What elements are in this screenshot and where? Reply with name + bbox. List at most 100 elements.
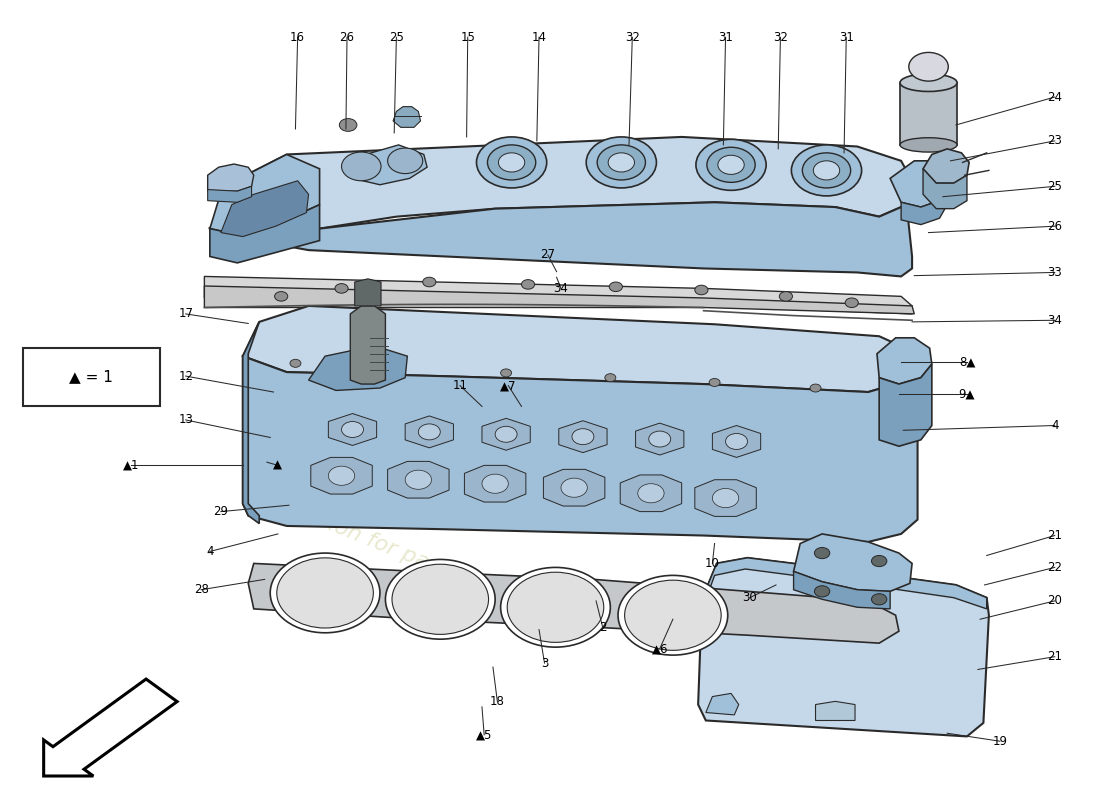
Circle shape [521,280,535,289]
Polygon shape [695,480,757,516]
Polygon shape [311,458,372,494]
Text: ▲6: ▲6 [651,642,668,655]
Circle shape [726,434,748,450]
Text: 9▲: 9▲ [959,387,976,400]
Polygon shape [208,164,254,191]
Ellipse shape [900,74,957,91]
Text: 25: 25 [1047,180,1063,193]
Polygon shape [890,161,947,207]
Polygon shape [205,286,914,314]
Circle shape [625,580,722,650]
Text: ▲1: ▲1 [122,459,139,472]
Polygon shape [405,416,453,448]
Circle shape [814,547,829,558]
Circle shape [718,155,745,174]
Circle shape [597,145,646,180]
Circle shape [586,137,657,188]
Text: 29: 29 [213,505,229,518]
Polygon shape [210,154,320,236]
Text: 28: 28 [194,583,209,596]
Text: 31: 31 [839,30,854,44]
Circle shape [713,489,739,508]
Text: ▲5: ▲5 [476,728,493,742]
Polygon shape [923,149,969,183]
Text: 16: 16 [290,30,305,44]
Circle shape [609,282,623,291]
Polygon shape [877,338,932,384]
Polygon shape [210,137,912,249]
Circle shape [392,564,488,634]
Polygon shape [309,346,407,390]
Text: 4: 4 [1050,419,1058,432]
Polygon shape [243,306,917,392]
Circle shape [802,153,850,188]
Circle shape [695,286,708,294]
Polygon shape [243,356,917,542]
Text: 33: 33 [1047,266,1063,279]
Circle shape [779,291,792,301]
Text: 34: 34 [1047,314,1063,326]
Circle shape [572,429,594,445]
Text: 30: 30 [742,591,757,604]
Polygon shape [205,277,912,314]
Text: a passion for parts since 1985: a passion for parts since 1985 [258,487,578,632]
Polygon shape [249,563,899,643]
Text: 26: 26 [340,30,354,44]
Circle shape [871,594,887,605]
Text: 21: 21 [1047,529,1063,542]
Circle shape [476,137,547,188]
Circle shape [710,378,720,386]
Polygon shape [636,423,684,455]
Polygon shape [354,279,381,306]
Circle shape [561,478,587,498]
Circle shape [871,555,887,566]
Circle shape [618,575,728,655]
Polygon shape [713,426,761,458]
Circle shape [487,145,536,180]
Circle shape [495,426,517,442]
Circle shape [707,147,756,182]
Circle shape [341,152,381,181]
Circle shape [608,153,635,172]
Text: 25: 25 [389,30,404,44]
Text: 17: 17 [178,307,194,321]
Circle shape [814,586,829,597]
Polygon shape [793,571,890,609]
Text: 31: 31 [718,30,733,44]
Polygon shape [393,106,420,127]
Polygon shape [923,169,967,209]
Text: 27: 27 [540,249,556,262]
Polygon shape [243,322,260,523]
Text: 13: 13 [178,414,194,426]
Circle shape [482,474,508,494]
Text: 22: 22 [1047,561,1063,574]
Text: 32: 32 [773,30,788,44]
Circle shape [500,567,610,647]
Circle shape [422,278,436,286]
Polygon shape [208,186,252,202]
Polygon shape [350,306,385,384]
Polygon shape [346,145,427,185]
Polygon shape [704,558,987,609]
Text: 20: 20 [1047,594,1063,607]
Circle shape [390,364,402,372]
Polygon shape [482,418,530,450]
Circle shape [271,553,380,633]
Circle shape [405,470,431,490]
Text: 10: 10 [705,557,719,570]
Polygon shape [329,414,376,446]
Text: 19: 19 [992,734,1008,748]
Text: ▲: ▲ [274,459,283,472]
Polygon shape [879,364,932,446]
Text: 26: 26 [1047,220,1063,233]
Circle shape [334,284,348,293]
Polygon shape [387,462,449,498]
Text: 12: 12 [178,370,194,382]
Circle shape [341,422,363,438]
Circle shape [277,558,373,628]
Polygon shape [210,202,912,277]
Text: 3: 3 [541,657,548,670]
Polygon shape [620,475,682,512]
Text: 32: 32 [625,30,640,44]
Text: ▲ = 1: ▲ = 1 [69,370,113,384]
